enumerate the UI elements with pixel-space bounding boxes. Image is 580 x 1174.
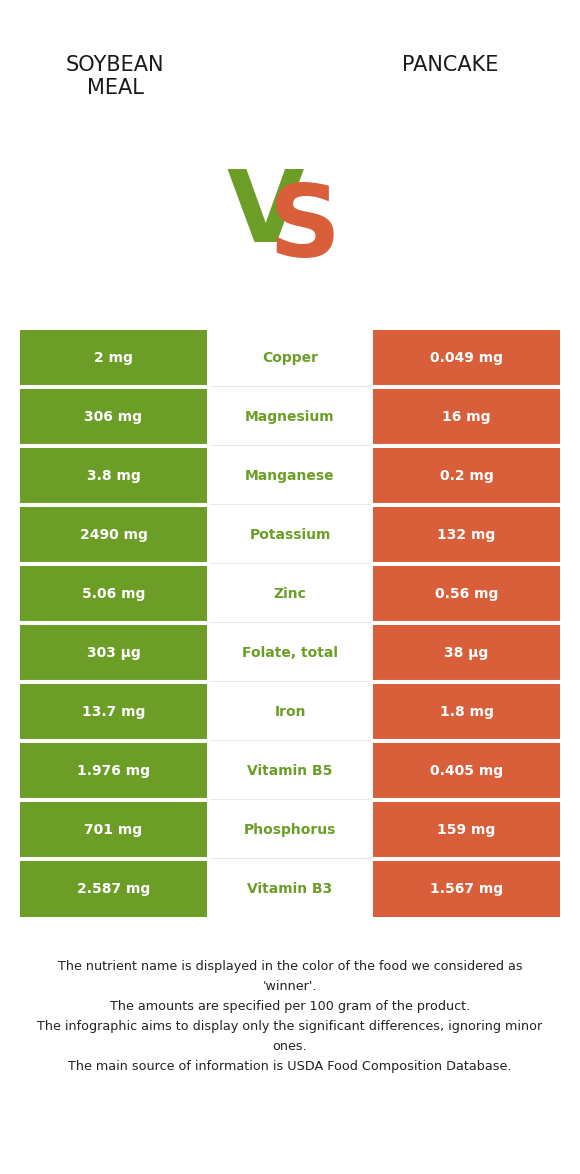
Text: 2490 mg: 2490 mg (79, 528, 147, 542)
Text: 5.06 mg: 5.06 mg (82, 587, 145, 601)
Text: 306 mg: 306 mg (85, 410, 143, 424)
Text: Phosphorus: Phosphorus (244, 823, 336, 837)
Text: V: V (226, 167, 304, 263)
Text: 0.2 mg: 0.2 mg (440, 468, 494, 483)
Text: 2.587 mg: 2.587 mg (77, 882, 150, 896)
Bar (20, 743, 207, 799)
Bar (20, 566, 207, 622)
Text: Folate, total: Folate, total (242, 646, 338, 660)
Bar (373, 743, 560, 799)
Bar (20, 448, 207, 504)
Bar (373, 330, 560, 386)
Bar (20, 507, 207, 564)
Text: 16 mg: 16 mg (442, 410, 491, 424)
Bar (20, 861, 207, 917)
Text: 159 mg: 159 mg (437, 823, 496, 837)
Text: Potassium: Potassium (249, 528, 331, 542)
Text: 3.8 mg: 3.8 mg (86, 468, 140, 483)
Text: 0.56 mg: 0.56 mg (435, 587, 498, 601)
Text: 303 μg: 303 μg (86, 646, 140, 660)
Bar (20, 802, 207, 858)
Text: 701 mg: 701 mg (85, 823, 143, 837)
Text: Copper: Copper (262, 351, 318, 365)
Text: PANCAKE: PANCAKE (402, 55, 498, 75)
Text: Zinc: Zinc (274, 587, 306, 601)
Bar (373, 684, 560, 740)
Bar (373, 802, 560, 858)
Bar (20, 625, 207, 681)
Text: Magnesium: Magnesium (245, 410, 335, 424)
Bar (373, 389, 560, 445)
Bar (20, 330, 207, 386)
Text: 2 mg: 2 mg (94, 351, 133, 365)
Text: Manganese: Manganese (245, 468, 335, 483)
Text: 1.976 mg: 1.976 mg (77, 764, 150, 778)
Text: Vitamin B3: Vitamin B3 (248, 882, 332, 896)
Bar (373, 448, 560, 504)
Bar (20, 389, 207, 445)
Text: SOYBEAN
MEAL: SOYBEAN MEAL (66, 55, 164, 99)
Bar (373, 566, 560, 622)
Text: 132 mg: 132 mg (437, 528, 496, 542)
Text: 1.8 mg: 1.8 mg (440, 706, 494, 718)
Bar (373, 861, 560, 917)
Bar (373, 507, 560, 564)
Text: The nutrient name is displayed in the color of the food we considered as
'winner: The nutrient name is displayed in the co… (37, 960, 543, 1073)
Text: Vitamin B5: Vitamin B5 (247, 764, 333, 778)
Bar (20, 684, 207, 740)
Text: S: S (269, 182, 341, 278)
Text: 1.567 mg: 1.567 mg (430, 882, 503, 896)
Text: 13.7 mg: 13.7 mg (82, 706, 145, 718)
Text: 0.049 mg: 0.049 mg (430, 351, 503, 365)
Text: 38 μg: 38 μg (444, 646, 488, 660)
Text: Iron: Iron (274, 706, 306, 718)
Text: 0.405 mg: 0.405 mg (430, 764, 503, 778)
Bar (373, 625, 560, 681)
